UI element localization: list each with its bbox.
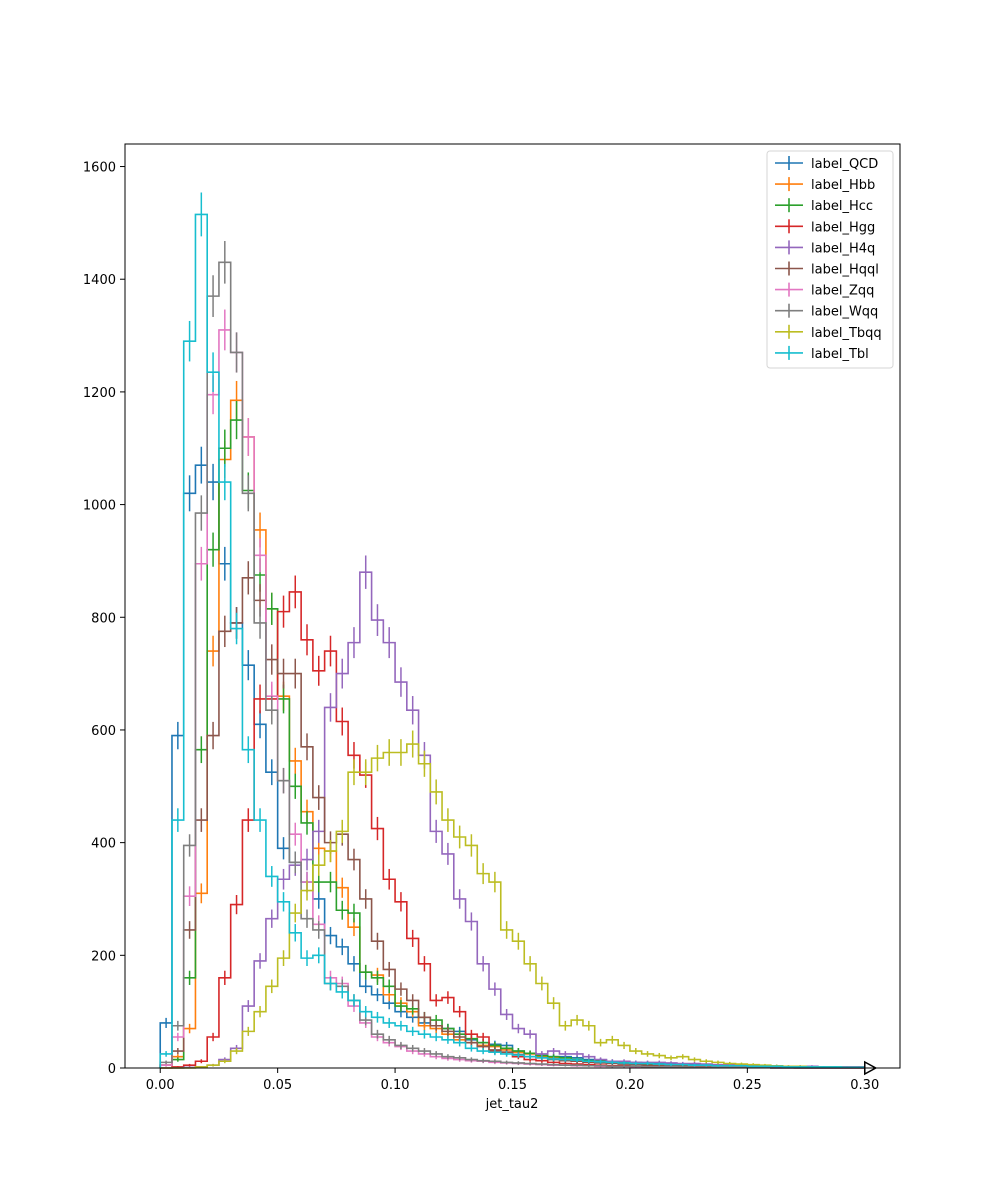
x-tick-label: 0.10: [381, 1078, 410, 1093]
series-step-line: [159, 213, 865, 1069]
series-label_Tbl: [159, 192, 865, 1069]
y-tick-label: 800: [91, 611, 116, 626]
y-tick-label: 1200: [83, 386, 116, 401]
series-label_Tbqq: [160, 730, 865, 1069]
legend-label: label_Zqq: [811, 284, 874, 299]
y-tick-label: 200: [91, 949, 116, 964]
x-tick-label: 0.30: [850, 1078, 879, 1093]
legend-item: label_Hgg: [775, 219, 875, 235]
axes-frame: [124, 143, 901, 1069]
x-axis-label: jet_tau2: [485, 1097, 539, 1112]
y-tick-label: 0: [108, 1062, 116, 1077]
legend-label: label_QCD: [811, 157, 878, 172]
legend-item: label_H4q: [775, 240, 875, 256]
legend-item: label_Tbl: [775, 345, 869, 362]
y-tick-label: 400: [91, 837, 116, 852]
x-tick-label: 0.05: [263, 1078, 292, 1093]
legend-item: label_Hqql: [775, 261, 879, 278]
x-tick-label: 0.00: [146, 1078, 175, 1093]
legend: label_QCD label_Hbb label_Hcc label_Hgglabe…: [766, 150, 894, 369]
legend-label: label_Tbqq: [811, 326, 882, 341]
legend-item: label_QCD: [775, 156, 878, 172]
legend-item: label_Hbb: [775, 177, 875, 193]
x-axis: 0.00 0.05 0.10 0.15 0.20 0.25 0.30: [146, 1068, 879, 1093]
legend-item: label_Zqq: [775, 282, 874, 299]
series-step-line: [159, 261, 865, 1069]
series-label_H4q: [160, 555, 865, 1069]
y-tick-label: 1600: [83, 161, 116, 176]
legend-item: label_Wqq: [775, 303, 878, 320]
legend-item: label_Tbqq: [775, 324, 882, 341]
legend-label: label_Hgg: [811, 220, 875, 235]
legend-label: label_Hbb: [811, 178, 875, 193]
series-label_Hqql: [159, 561, 865, 1069]
x-tick-label: 0.20: [615, 1078, 644, 1093]
y-tick-label: 600: [91, 724, 116, 739]
legend-label: label_Hcc: [811, 199, 873, 214]
y-axis: 0 200 400 600 800 1000 1200 1400 1600: [83, 161, 125, 1077]
legend-label: label_Wqq: [811, 305, 878, 320]
legend-label: label_H4q: [811, 241, 875, 256]
x-tick-label: 0.25: [733, 1078, 762, 1093]
legend-label: label_Hqql: [811, 263, 879, 278]
x-tick-label: 0.15: [498, 1078, 527, 1093]
plot-area: [159, 192, 878, 1076]
y-tick-label: 1000: [83, 499, 116, 514]
legend-item: label_Hcc: [775, 198, 873, 214]
legend-label: label_Tbl: [811, 347, 869, 362]
y-tick-label: 1400: [83, 273, 116, 288]
